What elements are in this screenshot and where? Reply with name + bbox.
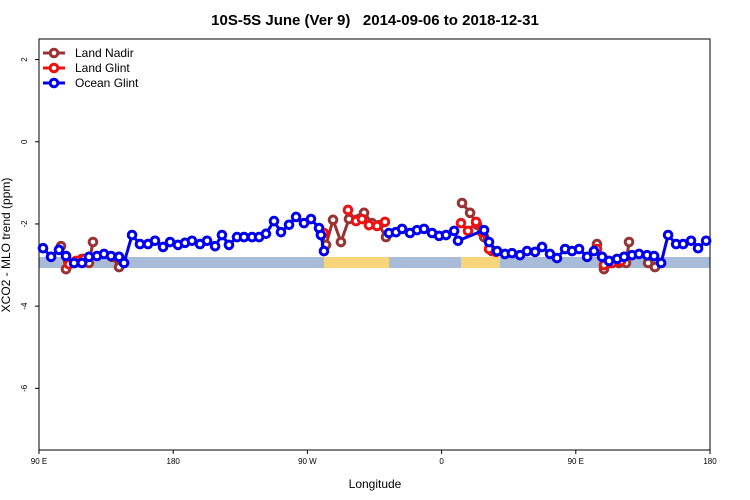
point [201, 235, 213, 247]
point [418, 223, 430, 235]
point [157, 241, 169, 253]
point [83, 251, 95, 263]
point [118, 257, 130, 269]
point [655, 257, 667, 269]
point [268, 215, 280, 227]
point [623, 236, 635, 248]
point [371, 220, 383, 232]
plot-frame [38, 38, 711, 451]
point [685, 235, 697, 247]
legend-label: Land Nadir [75, 46, 134, 60]
point [396, 223, 408, 235]
point [126, 229, 138, 241]
point [464, 207, 476, 219]
point [60, 250, 72, 262]
point [470, 216, 482, 228]
point [223, 239, 235, 251]
point [603, 255, 615, 267]
point [149, 235, 161, 247]
x-axis-label: Longitude [349, 477, 402, 491]
point [53, 244, 65, 256]
legend-marker [48, 77, 60, 89]
point [588, 245, 600, 257]
point [327, 214, 339, 226]
point [483, 236, 495, 248]
point [363, 219, 375, 231]
point [209, 240, 221, 252]
point [315, 229, 327, 241]
point [305, 213, 317, 225]
point [581, 251, 593, 263]
point [134, 238, 146, 250]
point [105, 250, 117, 262]
point [700, 235, 712, 247]
point [456, 197, 468, 209]
point [440, 229, 452, 241]
land-band [324, 257, 389, 268]
point [448, 225, 460, 237]
y-tick-label: -4 [20, 302, 29, 310]
y-tick-label: 2 [20, 57, 29, 62]
point [462, 225, 474, 237]
x-tick-label: 0 [439, 457, 444, 466]
point [662, 229, 674, 241]
y-axis-label: XCO2 - MLO trend (ppm) [0, 178, 13, 313]
x-tick-label: 180 [167, 457, 181, 466]
legend-marker [48, 62, 60, 74]
y-tick-label: -6 [20, 384, 29, 392]
point [76, 257, 88, 269]
point [37, 242, 49, 254]
point [283, 219, 295, 231]
point [551, 252, 563, 264]
point [478, 224, 490, 236]
point [529, 246, 541, 258]
point [216, 229, 228, 241]
point [342, 204, 354, 216]
point [648, 250, 660, 262]
point [521, 245, 533, 257]
point [356, 213, 368, 225]
point [536, 241, 548, 253]
point [45, 251, 57, 263]
x-tick-label: 180 [703, 457, 717, 466]
point [692, 242, 704, 254]
point [452, 235, 464, 247]
x-tick-label: 90 W [298, 457, 317, 466]
point [506, 247, 518, 259]
legend-label: Ocean Glint [75, 76, 139, 90]
point [573, 243, 585, 255]
point [318, 245, 330, 257]
land-band [461, 257, 500, 268]
point [379, 216, 391, 228]
legend-label: Land Glint [75, 61, 130, 75]
point [455, 217, 467, 229]
point [238, 231, 250, 243]
y-tick-label: -2 [20, 220, 29, 228]
chart-title: 10S-5S June (Ver 9) 2014-09-06 to 2018-1… [211, 12, 539, 29]
x-tick-label: 90 E [31, 457, 47, 466]
point [275, 226, 287, 238]
point [186, 235, 198, 247]
point [260, 228, 272, 240]
point [633, 248, 645, 260]
point [290, 211, 302, 223]
point [618, 251, 630, 263]
point [335, 236, 347, 248]
x-tick-label: 90 E [568, 457, 584, 466]
point [87, 236, 99, 248]
legend-marker [48, 47, 60, 59]
y-tick-label: 0 [20, 139, 29, 144]
